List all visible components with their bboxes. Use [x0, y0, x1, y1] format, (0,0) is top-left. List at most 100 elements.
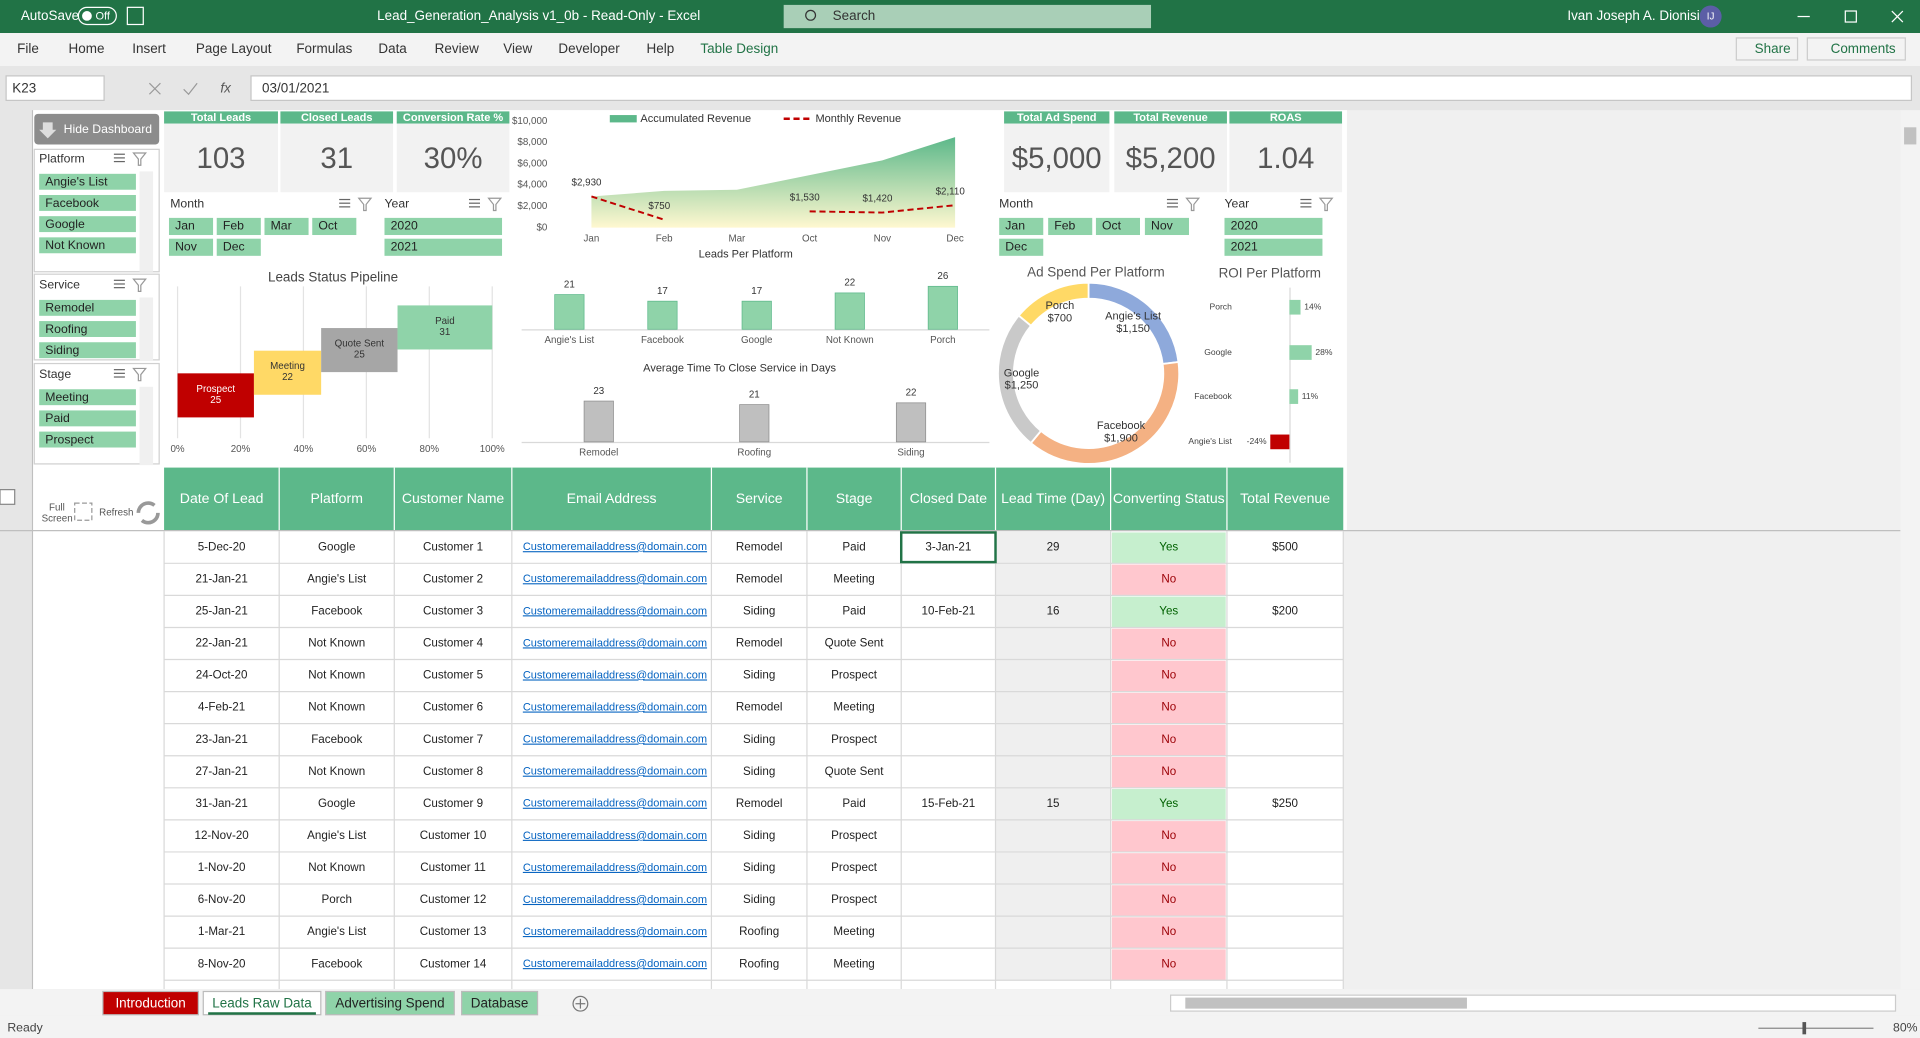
bar-label: Prospect — [196, 384, 235, 395]
email-link[interactable]: Customeremailaddress@domain.com — [523, 894, 707, 906]
slicer-item-label[interactable]: Oct — [318, 219, 338, 233]
email-link[interactable]: Customeremailaddress@domain.com — [523, 669, 707, 681]
slicer-item-label[interactable]: Mar — [271, 219, 292, 233]
column-header[interactable]: Lead Time (Day) — [1001, 490, 1105, 506]
scroll-thumb[interactable] — [1904, 127, 1916, 144]
column-header[interactable]: Closed Date — [910, 490, 988, 506]
slicer-item-label[interactable]: Oct — [1102, 219, 1122, 233]
zoom-thumb[interactable] — [1802, 1022, 1806, 1034]
ribbon-tab[interactable]: Table Design — [700, 41, 778, 56]
slicer-item-label[interactable]: Not Known — [45, 238, 105, 252]
email-link[interactable]: Customeremailaddress@domain.com — [523, 605, 707, 617]
slicer-item-label[interactable]: Dec — [223, 239, 245, 253]
slicer-item-label[interactable]: Jan — [175, 219, 195, 233]
ribbon-tab[interactable]: File — [17, 41, 39, 56]
slicer-item-label[interactable]: 2020 — [1231, 219, 1258, 233]
cell-text: Customer 11 — [420, 861, 486, 874]
email-link[interactable]: Customeremailaddress@domain.com — [523, 958, 707, 970]
slicer-item-label[interactable]: Nov — [175, 239, 198, 253]
slicer-scrollbar — [140, 171, 153, 271]
cell-text: Customer 4 — [423, 637, 484, 650]
email-link[interactable]: Customeremailaddress@domain.com — [523, 734, 707, 746]
ribbon-tab[interactable]: View — [503, 41, 532, 56]
column-header[interactable]: Service — [736, 490, 783, 506]
column-header[interactable]: Date Of Lead — [180, 490, 264, 506]
slicer-item-label[interactable]: Jan — [1005, 219, 1025, 233]
slicer-item-label[interactable]: Angie's List — [45, 175, 108, 189]
cell-text: Not Known — [308, 861, 365, 874]
email-link[interactable]: Customeremailaddress@domain.com — [523, 573, 707, 585]
cell-text: Siding — [743, 733, 775, 746]
slicer-item-label[interactable]: Remodel — [45, 301, 94, 315]
sheet-tab-label[interactable]: Introduction — [115, 995, 185, 1010]
data-label: 26 — [937, 271, 948, 282]
column-header[interactable]: Total Revenue — [1240, 490, 1330, 506]
email-link[interactable]: Customeremailaddress@domain.com — [523, 926, 707, 938]
cell-text: 16 — [1047, 604, 1060, 617]
slicer-item-label[interactable]: Paid — [45, 411, 70, 425]
y-tick-label: $10,000 — [512, 116, 548, 127]
email-link[interactable]: Customeremailaddress@domain.com — [523, 830, 707, 842]
email-link[interactable]: Customeremailaddress@domain.com — [523, 798, 707, 810]
ribbon-tab[interactable]: Insert — [132, 41, 166, 56]
ribbon-tab[interactable]: Help — [647, 41, 675, 56]
scroll-thumb[interactable] — [1185, 998, 1467, 1009]
full-screen-label[interactable]: Screen — [42, 514, 73, 525]
ribbon-tab[interactable]: Data — [378, 41, 407, 56]
hide-dashboard-label[interactable]: Hide Dashboard — [64, 122, 153, 136]
x-tick-label: Siding — [897, 447, 924, 458]
sheet-tab-label[interactable]: Leads Raw Data — [212, 995, 312, 1010]
column-header[interactable]: Stage — [836, 490, 873, 506]
slicer-item-label[interactable]: Meeting — [45, 390, 89, 404]
full-screen-label[interactable]: Full — [49, 503, 65, 514]
column-header[interactable]: Platform — [311, 490, 363, 506]
cell-text: Customer 12 — [420, 893, 487, 906]
share-label[interactable]: Share — [1755, 41, 1791, 56]
x-tick-label: 40% — [294, 444, 314, 455]
cell-text: Siding — [743, 829, 775, 842]
slicer-item-label[interactable]: Feb — [1054, 219, 1075, 233]
ribbon-tab[interactable]: Home — [69, 41, 105, 56]
email-link[interactable]: Customeremailaddress@domain.com — [523, 541, 707, 553]
ribbon-tab[interactable]: Review — [435, 41, 479, 56]
kpi-value: $5,200 — [1126, 142, 1216, 175]
slicer-item-label[interactable]: 2020 — [391, 219, 418, 233]
slicer-item-label[interactable]: Prospect — [45, 432, 94, 446]
outline-button[interactable] — [0, 490, 15, 505]
column-header[interactable]: Converting Status — [1113, 490, 1225, 506]
slicer-item-label[interactable]: Feb — [223, 219, 244, 233]
cell-text: Roofing — [739, 957, 779, 970]
email-link[interactable]: Customeremailaddress@domain.com — [523, 862, 707, 874]
cell-text: Meeting — [833, 957, 874, 970]
cell-text: No — [1161, 572, 1176, 585]
slicer-item-label[interactable]: 2021 — [391, 239, 418, 253]
sheet-tab-label[interactable]: Advertising Spend — [335, 995, 444, 1010]
email-link[interactable]: Customeremailaddress@domain.com — [523, 702, 707, 714]
x-tick-label: Dec — [946, 233, 964, 244]
y-tick-label: $6,000 — [517, 158, 547, 169]
ribbon-tab[interactable]: Formulas — [296, 41, 352, 56]
ribbon-tab[interactable]: Page Layout — [196, 41, 272, 56]
comments-label[interactable]: Comments — [1831, 41, 1896, 56]
slicer-title: Month — [999, 197, 1033, 211]
column-header[interactable]: Customer Name — [402, 490, 505, 506]
slicer-item-label[interactable]: Roofing — [45, 322, 87, 336]
column-header[interactable]: Email Address — [567, 490, 657, 506]
sheet-tab-label[interactable]: Database — [471, 995, 529, 1010]
formula-input[interactable] — [251, 76, 1911, 100]
slicer-item-label[interactable]: Dec — [1005, 239, 1027, 253]
ribbon-tab[interactable]: Developer — [558, 41, 620, 56]
slicer-item-label[interactable]: 2021 — [1231, 239, 1258, 253]
cell-text: 1-Mar-21 — [198, 925, 245, 938]
email-link[interactable]: Customeremailaddress@domain.com — [523, 766, 707, 778]
refresh-label[interactable]: Refresh — [99, 507, 133, 518]
slice-label: Angie's List — [1105, 311, 1161, 323]
slicer-item-label[interactable]: Siding — [45, 343, 79, 357]
slicer-item-label[interactable]: Facebook — [45, 196, 100, 210]
data-label: 25 — [210, 395, 221, 406]
slicer-item-label[interactable]: Nov — [1151, 219, 1174, 233]
slicer-item-label[interactable]: Google — [45, 217, 85, 231]
email-link[interactable]: Customeremailaddress@domain.com — [523, 637, 707, 649]
bar-label: Meeting — [270, 361, 305, 372]
slicer-title: Platform — [39, 151, 85, 165]
